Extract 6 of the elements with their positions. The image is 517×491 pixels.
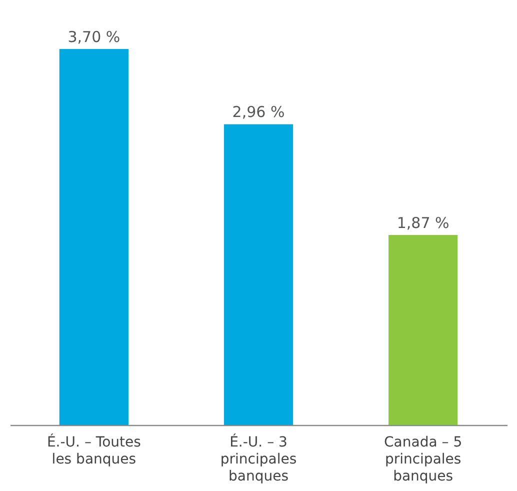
x-tick-label: É.-U. – 3 principales banques (220, 434, 297, 484)
data-label: 3,70 % (68, 28, 120, 46)
data-label: 1,87 % (396, 214, 450, 232)
data-label: 2,96 % (232, 103, 285, 122)
x-tick-label: Canada – 5 principales banques (384, 434, 462, 484)
x-tick-label: É.-U. – Toutes les banques (46, 434, 141, 468)
